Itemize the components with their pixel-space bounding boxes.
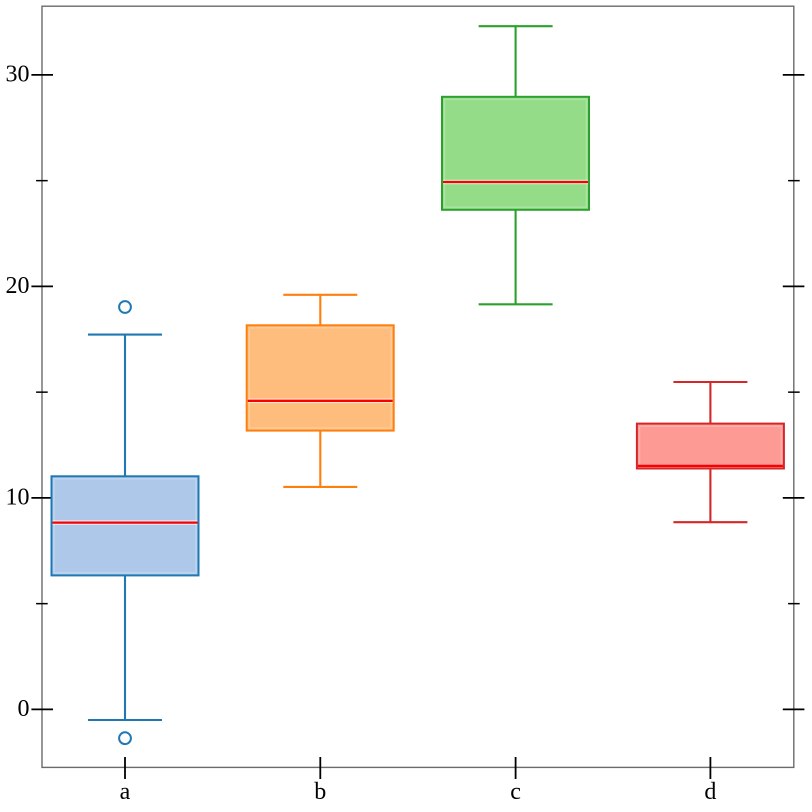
svg-text:a: a xyxy=(120,779,131,805)
svg-text:0: 0 xyxy=(18,696,30,722)
svg-text:10: 10 xyxy=(6,484,30,510)
svg-text:b: b xyxy=(314,779,326,805)
svg-text:c: c xyxy=(510,779,521,805)
svg-text:20: 20 xyxy=(6,273,30,299)
svg-text:30: 30 xyxy=(6,61,30,87)
svg-text:d: d xyxy=(704,779,716,805)
